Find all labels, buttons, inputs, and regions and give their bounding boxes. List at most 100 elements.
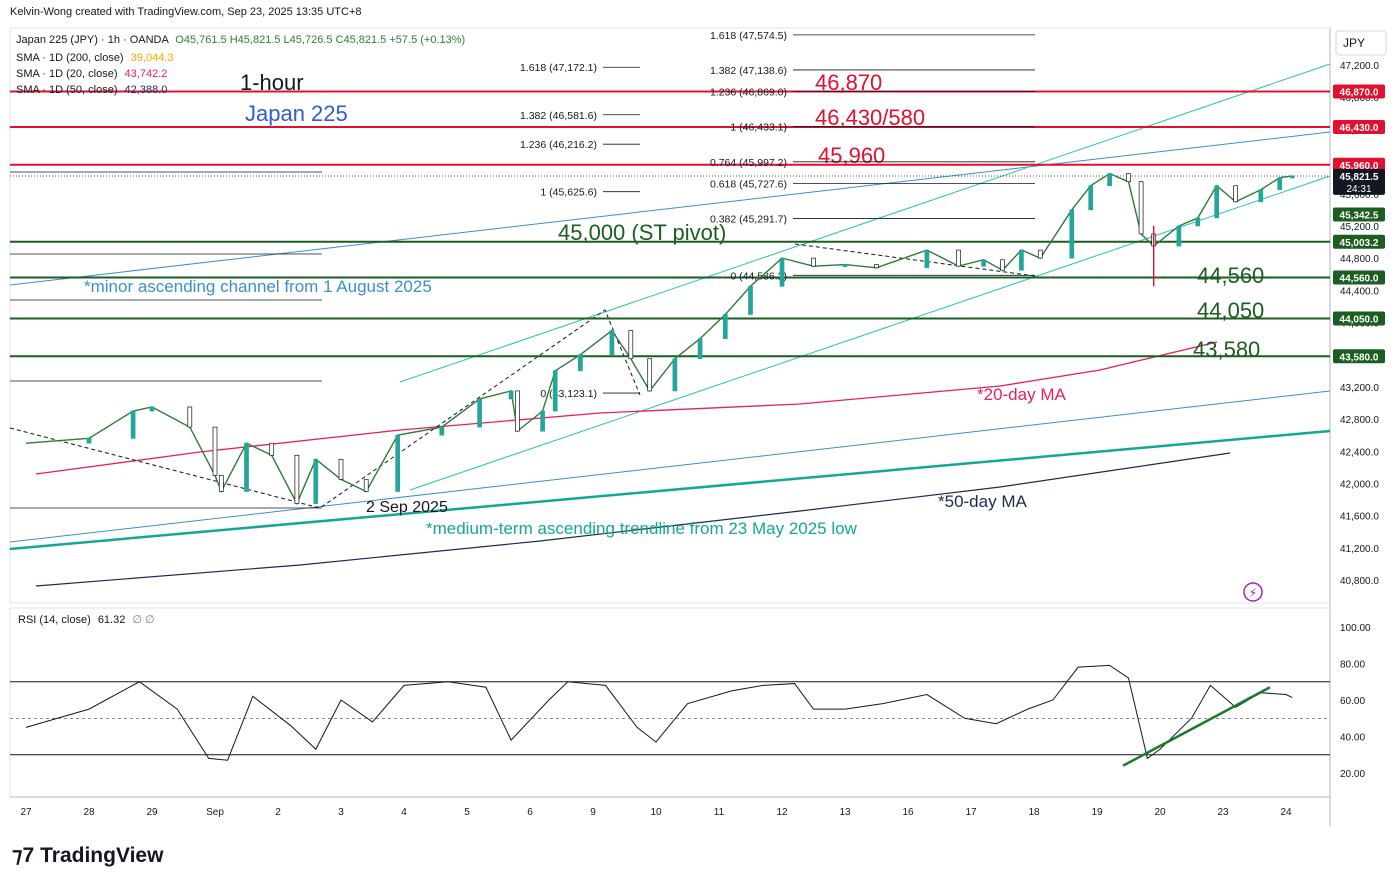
short-channel-upper — [399, 63, 1331, 383]
fib-right-label: 1.382 (47,138.6) — [710, 65, 787, 77]
price-tag — [1333, 311, 1385, 326]
symbol-legend: Japan 225 (JPY) · 1h · OANDA O45,761.5 H… — [16, 34, 465, 46]
tradingview-logo[interactable]: ⁊7 TradingView — [12, 843, 163, 868]
price-candle — [86, 438, 92, 444]
price-candle — [1195, 217, 1201, 227]
fib-right-label: 1.618 (47,574.5) — [710, 30, 787, 42]
x-tick-label: 5 — [464, 807, 470, 818]
y-tick-label: 43,200.0 — [1340, 383, 1379, 394]
y-tick-label: 41,200.0 — [1340, 544, 1379, 555]
price-tag-label: 45,003.2 — [1340, 238, 1379, 249]
price-candle — [439, 426, 445, 436]
price-tag — [1333, 84, 1385, 99]
y-tick-label: 40,800.0 — [1340, 576, 1379, 587]
medium-term-trendline — [9, 429, 1331, 551]
price-candle — [508, 390, 514, 400]
price-candle — [338, 458, 344, 480]
currency-label: JPY — [1343, 36, 1365, 50]
fib-right-label: 1 (46,433.1) — [730, 122, 787, 134]
price-candle — [313, 458, 319, 504]
price-tag — [1333, 349, 1385, 364]
price-tag-countdown: 24:31 — [1346, 184, 1371, 195]
ma50-line — [35, 452, 1231, 587]
price-candle — [697, 338, 703, 360]
rsi-tick-label: 40.00 — [1340, 733, 1365, 744]
rsi-tick-label: 60.00 — [1340, 696, 1365, 707]
price-candle — [779, 257, 785, 287]
price-candle — [609, 330, 615, 356]
rsi-label: RSI (14, close) — [18, 614, 91, 626]
price-tag — [1333, 234, 1385, 249]
price-candle — [477, 398, 482, 428]
price-candle — [1107, 173, 1112, 187]
rsi-value: 61.32 — [97, 614, 126, 626]
level-label: 45,960 — [818, 143, 885, 168]
price-candle — [363, 479, 369, 492]
x-tick-label: 4 — [401, 807, 407, 818]
ohlc-values: O45,761.5 H45,821.5 L45,726.5 C45,821.5 … — [175, 34, 466, 46]
price-candle — [1037, 249, 1043, 259]
x-tick-label: 27 — [20, 807, 32, 818]
price-candle — [149, 406, 155, 412]
y-tick-label: 42,400.0 — [1340, 447, 1379, 458]
tradingview-logo-text: TradingView — [40, 844, 164, 867]
sma50-label: SMA · 1D (50, close) — [16, 84, 118, 96]
price-pane-frame — [9, 27, 1331, 604]
price-candle — [1289, 175, 1295, 179]
x-tick-label: 10 — [650, 807, 662, 818]
price-candle — [578, 354, 583, 372]
sma20-label: SMA · 1D (20, close) — [16, 68, 118, 80]
y-tick-label: 42,800.0 — [1340, 415, 1379, 426]
y-tick-label: 44,400.0 — [1340, 286, 1379, 297]
x-tick-label: 16 — [902, 807, 914, 818]
credit-line: Kelvin-Wong created with TradingView.com… — [10, 6, 362, 18]
fib-left-label: 1 (45,625.6) — [540, 187, 597, 199]
price-candle — [981, 259, 986, 267]
x-tick-label: 17 — [965, 807, 977, 818]
ma20-line — [35, 341, 1218, 475]
fib-left-label: 1.618 (47,172.1) — [520, 62, 597, 74]
rsi-pane-frame — [9, 607, 1331, 798]
x-tick-label: Sep — [206, 807, 224, 818]
price-candle — [1258, 189, 1264, 203]
x-tick-label: 28 — [83, 807, 95, 818]
y-tick-label: 45,200.0 — [1340, 222, 1379, 233]
price-tag — [1333, 270, 1385, 285]
level-label: 43,580 — [1193, 337, 1260, 362]
annotation-text: *medium-term ascending trendline from 23… — [426, 519, 858, 538]
fib-right-label: 0.764 (45,997.2) — [710, 157, 787, 169]
price-candle — [672, 358, 678, 392]
price-candle — [395, 434, 401, 492]
price-tag-label: 44,050.0 — [1340, 314, 1379, 325]
alert-lightning-icon — [1243, 582, 1263, 602]
rsi-line — [25, 664, 1293, 761]
y-tick-label: 42,000.0 — [1340, 479, 1379, 490]
chart-subtitle: 1-hour — [240, 70, 304, 95]
price-candle — [1126, 173, 1131, 183]
rsi-support-trendline — [1122, 686, 1271, 767]
x-tick-label: 19 — [1091, 807, 1103, 818]
price-tag-label: 45,821.5 — [1340, 172, 1379, 183]
price-tag-label: 46,870.0 — [1340, 88, 1379, 99]
x-tick-label: 18 — [1028, 807, 1040, 818]
price-candle — [628, 330, 634, 360]
sma50-legend[interactable]: SMA · 1D (50, close) 42,388.0 — [16, 84, 167, 96]
price-candle — [1138, 181, 1144, 235]
level-label: 44,050 — [1197, 298, 1264, 323]
rsi-extra: ∅ ∅ — [132, 614, 155, 626]
fib-left-label: 1.382 (46,581.6) — [520, 110, 597, 122]
x-tick-label: 3 — [338, 807, 344, 818]
fib-right-label: 0.618 (45,727.6) — [710, 178, 787, 190]
sma20-legend[interactable]: SMA · 1D (20, close) 43,742.2 — [16, 68, 167, 80]
sma20-value: 43,742.2 — [124, 68, 168, 80]
price-tag — [1333, 207, 1385, 222]
x-tick-label: 11 — [714, 807, 725, 818]
fib-right-label: 1.236 (46,869.0) — [710, 87, 787, 99]
rsi-tick-label: 100.00 — [1340, 623, 1371, 634]
level-label: 44,560 — [1197, 263, 1264, 288]
price-candle — [811, 257, 816, 267]
rsi-legend[interactable]: RSI (14, close) 61.32 ∅ ∅ — [18, 613, 155, 626]
annotation-text: *minor ascending channel from 1 August 2… — [84, 277, 432, 296]
sma200-legend[interactable]: SMA · 1D (200, close) 39,044.3 — [16, 52, 173, 64]
